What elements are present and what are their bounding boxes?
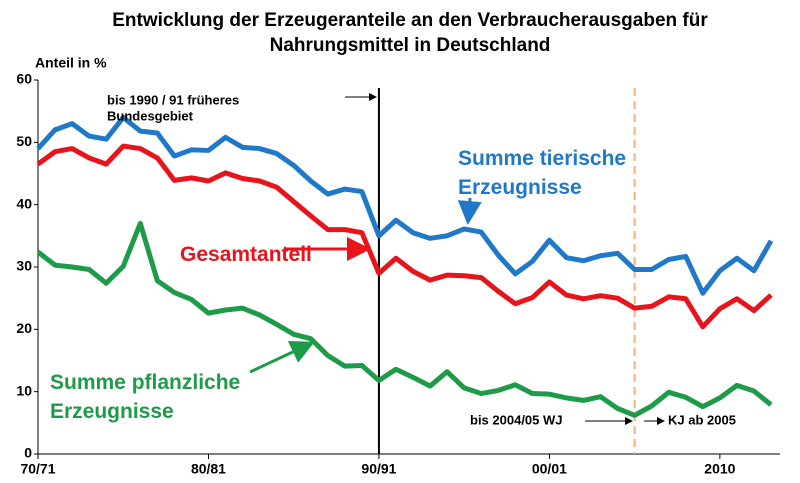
x-tick-label: 00/01 [532, 461, 567, 477]
series-label: Summe pflanzliche Erzeugnisse [50, 371, 241, 423]
x-tick-label: 90/91 [361, 461, 396, 477]
y-axis-label: Anteil in % [35, 55, 107, 71]
arrow [457, 197, 482, 225]
series-line [36, 220, 773, 418]
chart-title: Entwicklung der Erzeugeranteile an den V… [112, 10, 708, 56]
y-tick-label: 60 [16, 71, 32, 87]
x-tick-label: 70/71 [20, 461, 55, 477]
x-tick-label: 2010 [704, 461, 735, 477]
annotation: bis 1990 / 91 früheres [107, 92, 239, 107]
y-tick-label: 10 [16, 382, 32, 398]
annotation: Bundesgebiet [107, 108, 194, 123]
y-tick-label: 50 [16, 133, 32, 149]
series-line [36, 114, 774, 296]
series-label: Summe tierische Erzeugnisse [458, 147, 627, 199]
y-tick-label: 40 [16, 195, 32, 211]
annotation: bis 2004/05 WJ [470, 412, 563, 427]
annotation: KJ ab 2005 [668, 412, 736, 427]
y-tick-label: 20 [16, 320, 32, 336]
series-label: Gesamtanteil [180, 243, 312, 266]
y-tick-label: 0 [24, 445, 32, 461]
series-line [36, 143, 773, 330]
x-tick-label: 80/81 [191, 461, 226, 477]
arrow [249, 341, 315, 374]
y-tick-label: 30 [16, 258, 32, 274]
